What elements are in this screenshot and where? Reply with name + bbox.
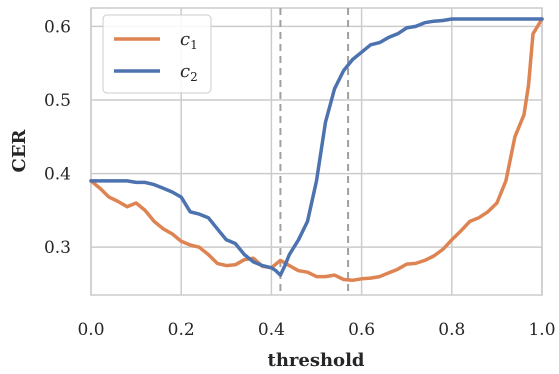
legend: c1 c2 xyxy=(102,14,212,94)
series-line-c1 xyxy=(89,17,544,283)
x-tick-label-0: 0.0 xyxy=(77,320,104,340)
y-tick-labels: 0.3 0.4 0.5 0.6 xyxy=(44,17,71,258)
x-tick-label-4: 0.8 xyxy=(438,320,465,340)
legend-label-c1: c1 xyxy=(180,29,198,52)
y-axis-label: CER xyxy=(9,128,30,172)
y-tick-label-0: 0.3 xyxy=(44,238,71,258)
series-line-c2 xyxy=(89,17,544,277)
y-tick-label-1: 0.4 xyxy=(44,165,71,185)
legend-box xyxy=(102,14,212,94)
series-layer xyxy=(89,17,544,283)
x-tick-label-1: 0.2 xyxy=(168,320,195,340)
y-tick-label-3: 0.6 xyxy=(44,17,71,37)
x-tick-label-3: 0.6 xyxy=(348,320,375,340)
x-axis-label: threshold xyxy=(268,350,365,371)
legend-label-c2: c2 xyxy=(180,61,198,84)
x-tick-labels: 0.0 0.2 0.4 0.6 0.8 1.0 xyxy=(77,320,555,340)
x-tick-label-5: 1.0 xyxy=(528,320,555,340)
x-tick-label-2: 0.4 xyxy=(258,320,285,340)
y-tick-label-2: 0.5 xyxy=(44,91,71,111)
